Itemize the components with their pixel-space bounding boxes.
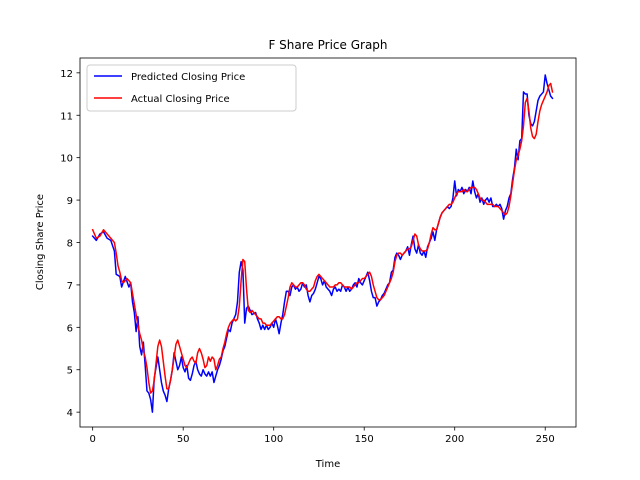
plot-area: 0 50 100 150 200 250 4 5 6 7 8 9 10 11 12 bbox=[60, 57, 577, 445]
x-tick-label: 200 bbox=[445, 434, 464, 445]
legend: Predicted Closing Price Actual Closing Pr… bbox=[86, 64, 297, 112]
y-tick-label: 9 bbox=[67, 196, 73, 207]
y-tick-label: 8 bbox=[67, 239, 73, 250]
y-tick-label: 11 bbox=[60, 111, 73, 122]
legend-label: Actual Closing Price bbox=[131, 94, 230, 105]
series-line-actual-closing-price bbox=[91, 82, 554, 394]
chart-title: F Share Price Graph bbox=[268, 38, 387, 52]
x-tick-label: 0 bbox=[89, 434, 95, 445]
y-tick-label: 10 bbox=[60, 154, 73, 165]
legend-label: Predicted Closing Price bbox=[131, 72, 245, 83]
y-tick-label: 6 bbox=[67, 323, 73, 334]
x-tick-label: 100 bbox=[264, 434, 283, 445]
series-line-predicted-closing-price bbox=[91, 74, 554, 413]
x-tick-label: 150 bbox=[355, 434, 374, 445]
legend-box bbox=[86, 64, 297, 112]
y-tick-label: 7 bbox=[67, 281, 73, 292]
y-tick-label: 5 bbox=[67, 366, 73, 377]
x-axis-title: Time bbox=[315, 459, 340, 470]
x-tick-label: 250 bbox=[536, 434, 555, 445]
y-tick-label: 4 bbox=[67, 408, 73, 419]
y-tick-label: 12 bbox=[60, 69, 73, 80]
y-axis-title: Closing Share Price bbox=[35, 194, 46, 290]
x-tick-label: 50 bbox=[177, 434, 190, 445]
